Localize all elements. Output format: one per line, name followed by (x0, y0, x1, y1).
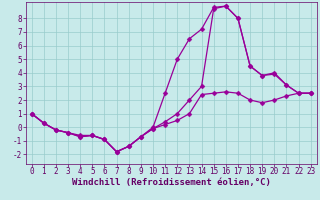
X-axis label: Windchill (Refroidissement éolien,°C): Windchill (Refroidissement éolien,°C) (72, 178, 271, 187)
